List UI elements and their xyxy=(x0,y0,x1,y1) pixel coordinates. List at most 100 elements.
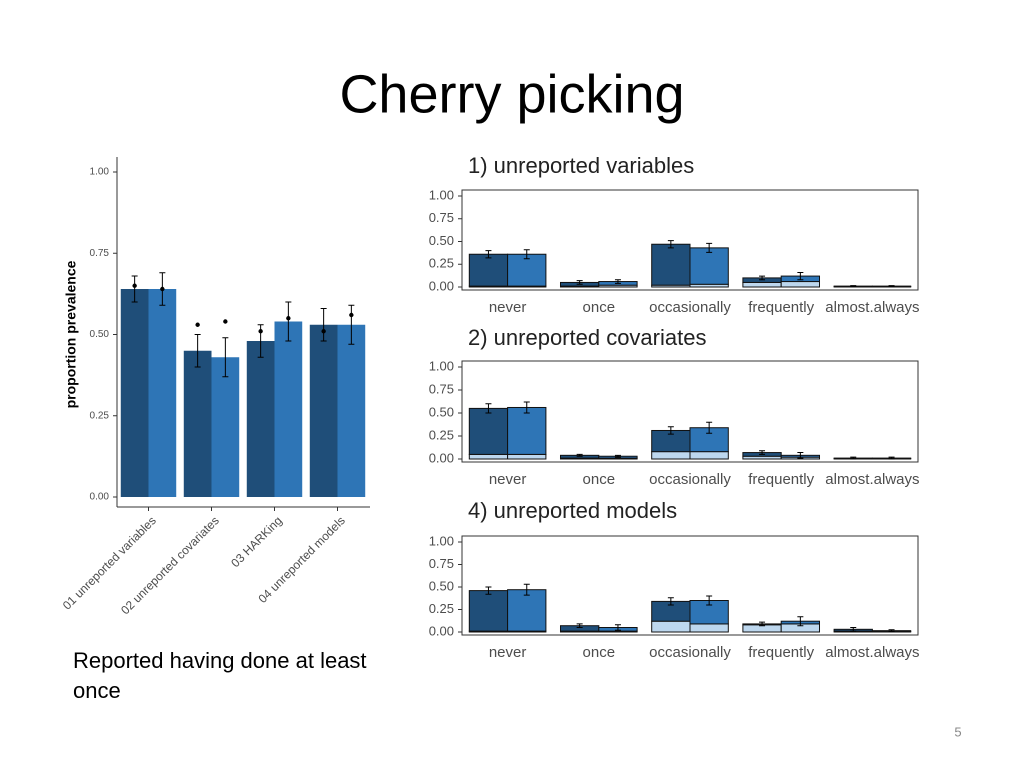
x-tick-label: 05 rou xyxy=(377,513,411,547)
bar-segment xyxy=(689,623,729,633)
bar-segment xyxy=(651,243,691,286)
error-bar xyxy=(759,275,766,281)
x-tick-label: never xyxy=(489,471,527,488)
y-tick-label: 1.00 xyxy=(90,167,110,178)
error-bar xyxy=(614,454,621,458)
error-bar xyxy=(194,334,201,368)
bar-segment xyxy=(468,407,509,455)
bar-segment xyxy=(742,281,782,288)
point xyxy=(195,322,200,327)
chart-title: 2) unreported covariates xyxy=(468,325,706,350)
error-bar xyxy=(797,616,804,627)
bar-segment xyxy=(468,453,509,460)
bar xyxy=(337,324,366,497)
y-tick-label: 0.75 xyxy=(429,556,454,571)
point xyxy=(223,319,228,324)
error-bar xyxy=(285,301,292,342)
x-tick-label: frequently xyxy=(748,299,814,316)
y-tick-label: 0.25 xyxy=(90,410,110,421)
x-tick-label: once xyxy=(583,299,616,316)
error-bar xyxy=(614,279,621,284)
y-tick-label: 0.50 xyxy=(429,233,454,248)
page-number: 5 xyxy=(954,724,961,739)
bar xyxy=(120,289,149,497)
error-bar xyxy=(614,624,621,631)
y-axis-label: proportion prevalence xyxy=(63,260,79,408)
error-bar xyxy=(485,586,492,595)
y-tick-label: 0.25 xyxy=(429,256,454,271)
y-tick-label: 0.00 xyxy=(429,623,454,638)
chart-title: 4) unreported models xyxy=(468,498,677,523)
error-bar xyxy=(706,421,713,434)
x-tick-label: occasionally xyxy=(649,471,731,488)
x-tick-label: never xyxy=(489,644,527,661)
chart-title: 1) unreported variables xyxy=(468,153,694,178)
error-bar xyxy=(667,240,674,249)
error-bar xyxy=(576,453,583,457)
error-bar xyxy=(523,583,530,596)
error-bar xyxy=(222,337,229,378)
bar-segment xyxy=(507,453,547,460)
error-bar xyxy=(706,242,713,253)
x-tick-label: almost.always xyxy=(825,644,919,661)
y-tick-label: 0.50 xyxy=(429,404,454,419)
bar-segment xyxy=(468,253,509,287)
y-tick-label: 0.75 xyxy=(429,210,454,225)
x-tick-label: almost.always xyxy=(825,471,919,488)
point xyxy=(286,316,291,321)
error-bar xyxy=(131,275,138,303)
error-bar xyxy=(850,456,857,460)
error-bar xyxy=(759,621,766,627)
bar xyxy=(148,289,177,497)
y-tick-label: 0.00 xyxy=(90,492,110,503)
bar-segment xyxy=(651,451,691,460)
x-tick-label: never xyxy=(489,299,527,316)
x-tick-label: occasionally xyxy=(649,299,731,316)
error-bar xyxy=(576,623,583,628)
bar-segment xyxy=(651,620,691,633)
y-tick-label: 1.00 xyxy=(429,358,454,373)
error-bar xyxy=(797,452,804,459)
x-tick-label: once xyxy=(583,471,616,488)
error-bar xyxy=(485,403,492,414)
y-tick-label: 0.00 xyxy=(429,278,454,293)
error-bar xyxy=(667,426,674,435)
bar-segment xyxy=(689,247,729,285)
right-charts: 0.00 0.25 0.50 0.75 1.00 1) unreported variab… xyxy=(429,153,920,661)
bar-segment xyxy=(468,590,509,632)
plot-border xyxy=(461,189,919,291)
caption: Reported having done at least once xyxy=(73,648,367,703)
y-tick-label: 1.00 xyxy=(429,533,454,548)
error-bar xyxy=(797,271,804,281)
slide-title: Cherry picking xyxy=(339,64,684,124)
bar-segment xyxy=(689,451,729,460)
bar xyxy=(274,321,303,497)
error-bar xyxy=(485,250,492,259)
x-tick-label: occasionally xyxy=(649,644,731,661)
error-bar xyxy=(888,285,895,288)
point xyxy=(132,283,137,288)
y-tick-label: 0.00 xyxy=(429,450,454,465)
bar xyxy=(309,324,338,497)
bar-segment xyxy=(507,406,547,455)
error-bar xyxy=(523,249,530,260)
bar-segment xyxy=(507,589,547,632)
y-tick-label: 0.50 xyxy=(90,329,110,340)
bar xyxy=(183,350,212,497)
error-bar xyxy=(850,285,857,288)
y-tick-label: 0.75 xyxy=(429,381,454,396)
error-bar xyxy=(888,629,895,633)
error-bar xyxy=(706,595,713,606)
error-bar xyxy=(576,280,583,285)
error-bar xyxy=(523,401,530,414)
point xyxy=(258,329,263,334)
y-tick-label: 0.25 xyxy=(429,427,454,442)
x-tick-label: frequently xyxy=(748,644,814,661)
y-tick-label: 0.75 xyxy=(90,248,110,259)
plot-border xyxy=(461,535,919,636)
bar-segment xyxy=(780,281,821,288)
error-bar xyxy=(320,308,327,342)
error-bar xyxy=(850,627,857,632)
